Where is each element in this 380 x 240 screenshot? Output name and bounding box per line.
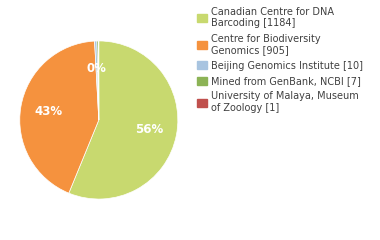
Wedge shape — [95, 41, 99, 120]
Legend: Canadian Centre for DNA
Barcoding [1184], Centre for Biodiversity
Genomics [905]: Canadian Centre for DNA Barcoding [1184]… — [195, 5, 365, 115]
Text: 43%: 43% — [34, 105, 62, 118]
Wedge shape — [97, 41, 99, 120]
Text: 56%: 56% — [135, 123, 163, 136]
Wedge shape — [69, 41, 178, 199]
Wedge shape — [20, 41, 99, 193]
Text: 0%: 0% — [87, 62, 107, 75]
